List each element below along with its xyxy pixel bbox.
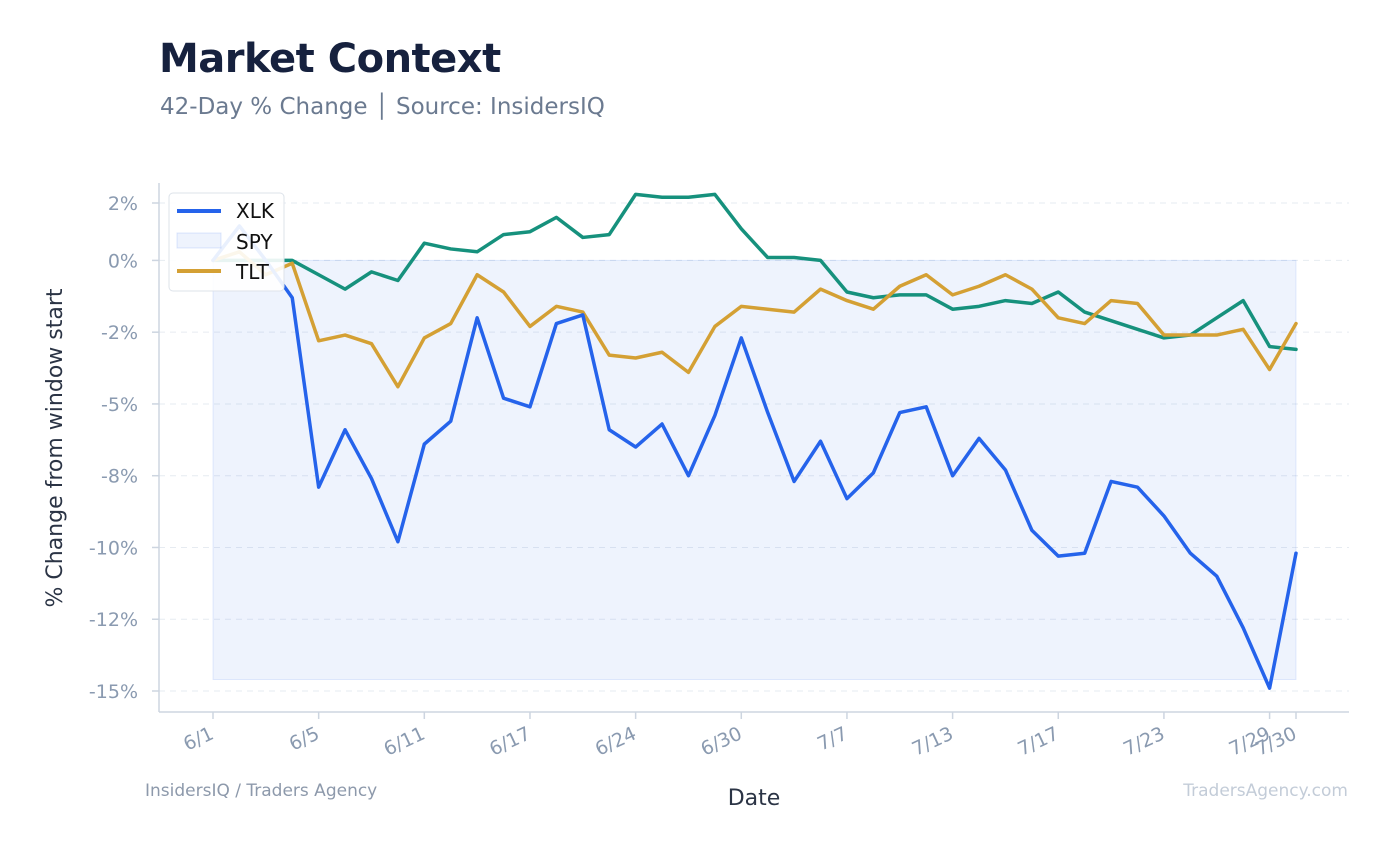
gridlines bbox=[159, 202, 1349, 692]
x-tick-label-2: 6/11 bbox=[380, 723, 428, 761]
x-tick-label-7: 7/13 bbox=[909, 723, 957, 761]
chart-subtitle: 42-Day % Change │ Source: InsidersIQ bbox=[160, 94, 605, 120]
legend-box bbox=[168, 192, 285, 292]
series-line-3 bbox=[211, 192, 1298, 352]
axes bbox=[158, 183, 1349, 713]
x-tick-label-5: 6/30 bbox=[697, 723, 745, 761]
x-tick-label-9: 7/23 bbox=[1120, 723, 1168, 761]
x-axis-title: Date bbox=[728, 786, 781, 811]
x-tick-label-4: 6/24 bbox=[592, 723, 640, 761]
footer-source: InsidersIQ / Traders Agency bbox=[145, 781, 377, 801]
legend-swatch-spy bbox=[176, 232, 222, 249]
y-tick-label-7: -15% bbox=[89, 681, 138, 703]
legend-label-spy: SPY bbox=[236, 230, 273, 254]
x-tick-labels: 6/1 6/5 6/11 6/17 6/24 6/30 7/7 7/13 7/17 7/23 7/2… bbox=[180, 712, 1300, 761]
y-tick-label-4: -8% bbox=[101, 466, 138, 488]
series-layer bbox=[211, 192, 1298, 690]
x-tick-label-1: 6/5 bbox=[286, 723, 323, 756]
y-tick-label-1: 0% bbox=[108, 250, 138, 272]
chart-title: Market Context bbox=[159, 36, 501, 82]
x-tick-label-6: 7/7 bbox=[814, 723, 851, 756]
footer-website: TradersAgency.com bbox=[1182, 781, 1348, 801]
series-area-1 bbox=[212, 259, 1297, 681]
x-tick-label-3: 6/17 bbox=[486, 723, 534, 761]
legend-label-tlt: TLT bbox=[235, 260, 270, 284]
series-line-0 bbox=[211, 224, 1298, 690]
y-tick-labels: 2% 0% -2% -5% -8% -10% -12% -15% bbox=[89, 193, 159, 703]
y-tick-label-6: -12% bbox=[89, 609, 138, 631]
y-axis-title: % Change from window start bbox=[43, 288, 68, 607]
legend-label-xlk: XLK bbox=[236, 199, 275, 223]
y-tick-label-5: -10% bbox=[89, 537, 138, 559]
y-tick-label-2: -2% bbox=[101, 322, 138, 344]
y-tick-label-3: -5% bbox=[101, 394, 138, 416]
series-line-2 bbox=[211, 250, 1298, 389]
legend: XLK SPY TLT bbox=[168, 192, 285, 292]
x-tick-label-8: 7/17 bbox=[1014, 723, 1062, 761]
x-tick-label-0: 6/1 bbox=[180, 723, 217, 756]
y-tick-label-0: 2% bbox=[108, 193, 138, 215]
